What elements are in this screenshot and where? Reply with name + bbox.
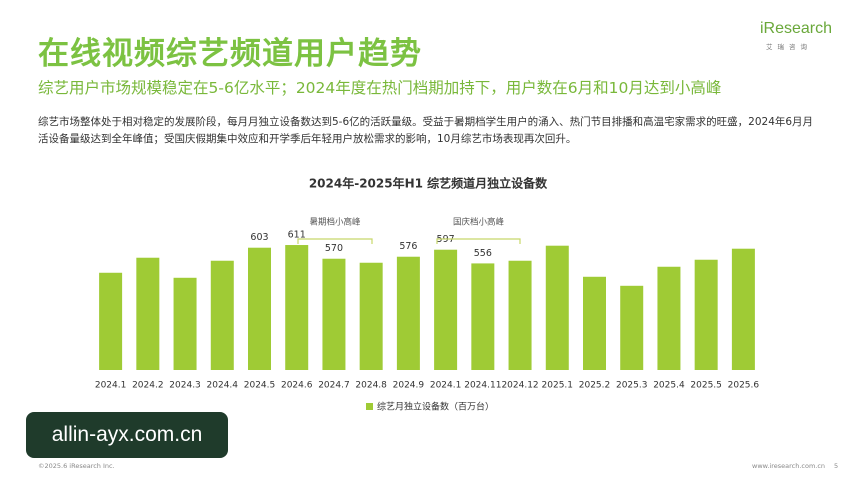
- bar: [210, 260, 234, 370]
- x-tick-label: 2025.6: [728, 381, 760, 391]
- bar: [545, 245, 569, 370]
- x-tick-label: 2024.5: [244, 381, 276, 391]
- x-tick-label: 2024.8: [355, 381, 387, 391]
- x-tick-label: 2025.3: [616, 381, 648, 391]
- x-tick-label: 2024.7: [318, 381, 350, 391]
- bar: [248, 247, 271, 370]
- title: 在线视频综艺频道用户趋势: [38, 36, 422, 72]
- bar: [694, 259, 718, 370]
- annotation-bracket: [436, 238, 521, 244]
- bar: [285, 245, 309, 370]
- value-label: 570: [325, 243, 343, 254]
- bar: [731, 248, 755, 370]
- copyright: ©2025.6 iResearch Inc.: [38, 462, 115, 470]
- logo-subtitle: 艾瑞咨询: [766, 43, 812, 51]
- value-label: 611: [288, 230, 306, 241]
- watermark: allin-ayx.com.cn: [26, 412, 228, 458]
- annotation: 暑期档小高峰: [309, 217, 361, 228]
- bar: [508, 260, 532, 370]
- x-tick-label: 2025.4: [653, 381, 685, 391]
- value-label: 556: [474, 248, 492, 259]
- annotation-bracket: [297, 238, 373, 244]
- bar: [657, 266, 681, 370]
- x-tick-label: 2025.5: [690, 381, 722, 391]
- annotation: 国庆档小高峰: [453, 217, 505, 228]
- bar: [322, 258, 346, 370]
- x-tick-label: 2025.2: [579, 381, 611, 391]
- bar: [471, 263, 495, 370]
- x-tick-label: 2024.12: [501, 381, 538, 391]
- description: 综艺市场整体处于相对稳定的发展阶段，每月月独立设备数达到5-6亿的活跃量级。受益…: [38, 116, 814, 145]
- legend-swatch: [366, 403, 373, 410]
- website: www.iresearch.com.cn: [752, 462, 826, 470]
- bar: [359, 262, 383, 370]
- x-tick-label: 2024.6: [281, 381, 313, 391]
- subtitle: 综艺用户市场规模稳定在5-6亿水平；2024年度在热门档期加持下，用户数在6月和…: [38, 79, 722, 97]
- bar: [99, 272, 123, 370]
- chart-title: 2024年-2025年H1 综艺频道月独立设备数: [309, 176, 548, 191]
- bar: [136, 257, 160, 370]
- x-tick-label: 2024.2: [132, 381, 164, 391]
- bar: [583, 276, 606, 370]
- x-tick-label: 2025.1: [542, 381, 574, 391]
- x-tick-label: 2024.11: [464, 381, 501, 391]
- bar: [434, 249, 458, 370]
- page-number: 5: [834, 462, 839, 470]
- x-tick-label: 2024.1: [95, 381, 127, 391]
- x-tick-label: 2024.4: [207, 381, 239, 391]
- bar: [620, 285, 644, 370]
- value-label: 603: [250, 232, 268, 243]
- value-label: 597: [437, 234, 455, 245]
- x-tick-label: 2024.3: [169, 381, 201, 391]
- logo: iResearch: [760, 20, 833, 37]
- x-tick-label: 2024.9: [393, 381, 425, 391]
- x-tick-label: 2024.1: [430, 381, 462, 391]
- legend-label: 综艺月独立设备数（百万台）: [377, 401, 494, 413]
- bar: [396, 256, 420, 370]
- value-label: 576: [399, 241, 417, 252]
- bar: [173, 277, 197, 370]
